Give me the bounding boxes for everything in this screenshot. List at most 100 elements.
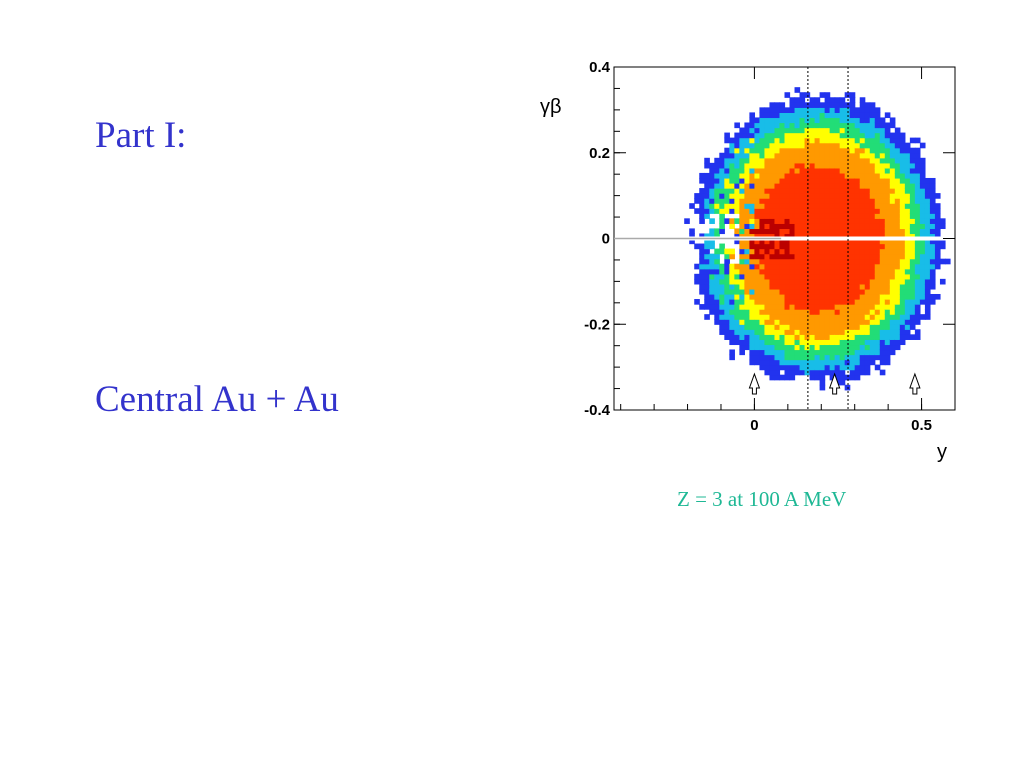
heatmap-cell <box>794 157 801 164</box>
heatmap-cell <box>739 198 745 204</box>
heatmap-cell <box>884 344 891 351</box>
heatmap-cell <box>894 218 901 224</box>
heatmap-cell <box>909 188 916 194</box>
heatmap-cell <box>839 172 846 179</box>
heatmap-cell <box>844 208 851 214</box>
heatmap-cell <box>804 319 811 325</box>
heatmap-cell <box>829 208 836 214</box>
heatmap-cell <box>889 344 896 351</box>
heatmap-cell <box>709 278 715 285</box>
heatmap-cell <box>894 334 901 340</box>
heatmap-cell <box>904 162 911 169</box>
heatmap-cell <box>824 329 831 335</box>
heatmap-cell <box>829 152 836 159</box>
heatmap-cell <box>774 188 781 194</box>
heatmap-cell <box>894 288 901 295</box>
heatmap-cell <box>754 304 761 310</box>
heatmap-cell <box>829 132 836 139</box>
heatmap-cell <box>734 137 740 144</box>
heatmap-cell <box>789 208 796 214</box>
heatmap-cell <box>789 233 796 240</box>
heatmap-cell <box>739 349 745 356</box>
heatmap-cell <box>739 228 745 235</box>
heatmap-cell <box>739 127 745 134</box>
heatmap-cell <box>764 339 771 346</box>
heatmap-cell <box>764 288 771 295</box>
heatmap-cell <box>764 314 771 320</box>
heatmap-cell <box>919 293 926 300</box>
heatmap-cell <box>754 183 761 189</box>
heatmap-cell <box>864 309 871 315</box>
heatmap-cell <box>844 223 851 230</box>
heatmap-cell <box>724 283 730 290</box>
heatmap-cell <box>809 157 816 164</box>
heatmap-cell <box>809 142 816 149</box>
heatmap-cell <box>869 122 876 129</box>
heatmap-cell <box>719 243 725 250</box>
heatmap-cell <box>904 319 911 325</box>
heatmap-cell <box>709 273 715 280</box>
heatmap-cell <box>759 127 766 134</box>
heatmap-cell <box>804 127 811 134</box>
heatmap-cell <box>854 288 861 295</box>
heatmap-cell <box>789 248 796 255</box>
heatmap-cell <box>769 273 776 280</box>
heatmap-cell <box>859 334 866 340</box>
heatmap-cell <box>924 314 931 320</box>
heatmap-cell <box>904 268 911 275</box>
heatmap-cell <box>784 334 791 340</box>
x-axis-title: y <box>937 441 947 463</box>
heatmap-cell <box>799 258 806 265</box>
heatmap-cell <box>779 177 786 184</box>
heatmap-cell <box>879 188 886 194</box>
heatmap-cell <box>769 243 776 250</box>
heatmap-cell <box>749 193 756 199</box>
heatmap-cell <box>799 117 806 124</box>
heatmap-cell <box>879 213 886 219</box>
heatmap-cell <box>859 359 866 366</box>
heatmap-cell <box>854 167 861 174</box>
heatmap-cell <box>889 273 896 280</box>
heatmap-cell <box>794 228 801 235</box>
heatmap-cell <box>879 359 886 366</box>
heatmap-cell <box>764 248 771 255</box>
heatmap-cell <box>754 243 761 250</box>
heatmap-cell <box>834 97 841 103</box>
heatmap-cell <box>699 278 705 285</box>
heatmap-cell <box>749 157 756 164</box>
heatmap-cell <box>854 268 861 275</box>
heatmap-cell <box>884 152 891 159</box>
heatmap-cell <box>794 102 801 108</box>
heatmap-cell <box>814 248 821 255</box>
heatmap-cell <box>849 132 856 139</box>
heatmap-cell <box>849 167 856 174</box>
heatmap-cell <box>744 188 750 194</box>
heatmap-cell <box>854 304 861 310</box>
heatmap-cell <box>729 273 735 280</box>
heatmap-cell <box>819 293 826 300</box>
heatmap-cell <box>769 122 776 129</box>
chart-caption: Z = 3 at 100 A MeV <box>677 487 847 511</box>
heatmap-cell <box>809 273 816 280</box>
heatmap-cell <box>719 167 725 174</box>
heatmap-cell <box>719 273 725 280</box>
heatmap-cell <box>889 188 896 194</box>
heatmap-cell <box>844 248 851 255</box>
heatmap-cell <box>829 137 836 144</box>
heatmap-cell <box>899 283 906 290</box>
heatmap-cell <box>759 273 766 280</box>
heatmap-cell <box>879 223 886 230</box>
heatmap-cell <box>759 243 766 250</box>
heatmap-cell <box>814 137 821 144</box>
heatmap-cell <box>834 359 841 366</box>
heatmap-cell <box>794 293 801 300</box>
heatmap-cell <box>714 319 720 325</box>
heatmap-cell <box>914 152 921 159</box>
heatmap-cell <box>849 218 856 224</box>
heatmap-cell <box>919 193 926 199</box>
heatmap-cell <box>874 162 881 169</box>
heatmap-cell <box>814 188 821 194</box>
heatmap-cell <box>824 243 831 250</box>
heatmap-cell <box>934 213 941 219</box>
heatmap-cell <box>874 193 881 199</box>
